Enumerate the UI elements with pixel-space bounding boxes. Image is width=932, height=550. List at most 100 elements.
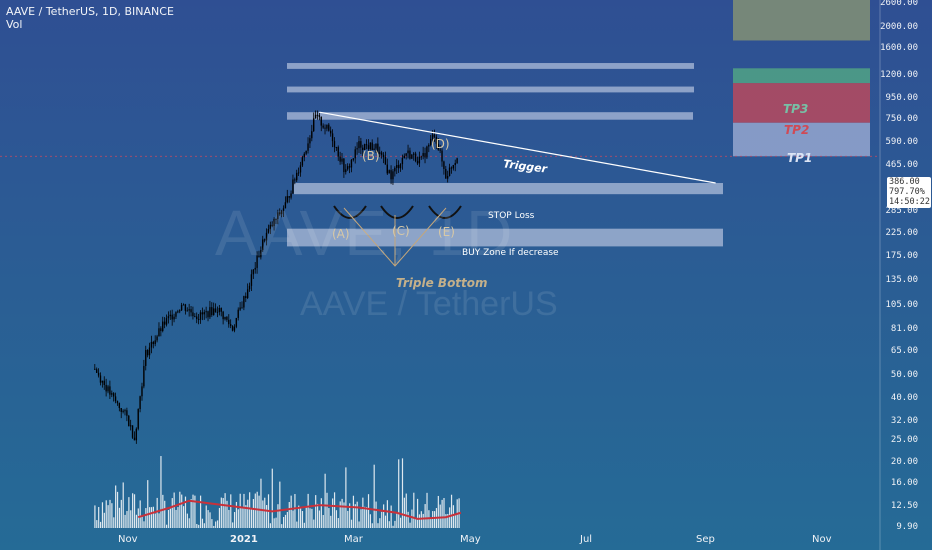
volume-bar — [303, 522, 305, 528]
candle-body — [388, 170, 390, 174]
candle-body — [222, 311, 224, 320]
bottom-arc — [380, 205, 414, 219]
volume-bar — [118, 507, 121, 528]
candle-body — [311, 131, 313, 139]
watermark-pair: AAVE / TetherUS — [300, 285, 558, 323]
price-tick: 25.00 — [890, 435, 918, 445]
candle-body — [339, 156, 341, 162]
volume-bar — [173, 492, 175, 528]
candle-body — [401, 158, 404, 165]
volume-bar — [432, 511, 434, 528]
volume-bar — [400, 517, 402, 528]
candle-body — [182, 304, 185, 306]
candle-body — [214, 308, 217, 312]
volume-bar — [247, 499, 249, 528]
candle-body — [152, 341, 155, 345]
candle-body — [252, 269, 255, 275]
volume-bar — [394, 520, 396, 528]
candle-body — [126, 410, 128, 416]
volume-bar — [152, 506, 155, 528]
volume-bar — [452, 505, 455, 528]
volume-bar — [369, 514, 372, 528]
candle-body — [456, 158, 458, 163]
volume-bar — [126, 511, 128, 528]
candle-body — [416, 160, 419, 164]
candle-body — [239, 307, 241, 310]
volume-bar — [243, 493, 245, 528]
time-tick: Jul — [580, 534, 593, 545]
volume-bar — [192, 494, 194, 528]
volume-bar — [309, 508, 311, 528]
candle-body — [97, 372, 100, 376]
candle-body — [445, 168, 447, 179]
volume-bar — [283, 516, 285, 528]
candle-body — [435, 136, 438, 144]
candle-body — [116, 401, 119, 404]
volume-bar — [194, 495, 196, 528]
candle-body — [301, 157, 304, 166]
volume-bar — [199, 495, 202, 528]
price-tick: 950.00 — [885, 93, 918, 103]
volume-bar — [318, 510, 321, 528]
price-tick: 135.00 — [885, 275, 918, 285]
volume-bar — [184, 496, 187, 528]
volume-bar — [332, 498, 334, 528]
volume-bar — [105, 500, 107, 528]
bottom-arc — [333, 205, 367, 219]
price-tick: 40.00 — [890, 393, 918, 403]
candle-body — [94, 368, 96, 370]
candle-body — [284, 202, 287, 209]
candle-body — [205, 311, 207, 313]
volume-bar — [375, 501, 377, 528]
volume-label: Vol — [6, 18, 23, 31]
triple-bottom-label: Triple Bottom — [396, 276, 488, 290]
volume-bar — [145, 508, 147, 528]
volume-bar — [439, 504, 441, 528]
point-c-label: (C) — [392, 224, 410, 238]
volume-bar — [411, 509, 413, 528]
candle-body — [188, 309, 190, 311]
price-tick: 81.00 — [890, 324, 918, 334]
volume-bar — [298, 505, 300, 528]
volume-bar — [292, 510, 294, 528]
candle-body — [437, 143, 439, 150]
candle-body — [124, 410, 126, 412]
volume-bar — [409, 522, 411, 528]
candle-body — [394, 167, 396, 172]
volume-bar — [347, 510, 349, 528]
candle-body — [382, 154, 385, 158]
volume-bar — [281, 524, 283, 528]
candle-body — [375, 143, 377, 149]
candle-body — [288, 196, 290, 198]
volume-bar — [241, 507, 243, 528]
volume-bar — [407, 511, 409, 528]
volume-bar — [360, 509, 362, 528]
volume-bar — [415, 518, 417, 528]
volume-bar — [130, 510, 132, 528]
volume-bar — [383, 504, 385, 528]
volume-bar — [233, 512, 236, 528]
volume-bar — [220, 497, 222, 528]
price-tick: 20.00 — [890, 457, 918, 467]
zone-box — [287, 112, 693, 120]
volume-bar — [324, 473, 326, 528]
candle-body — [173, 316, 175, 320]
candle-body — [275, 218, 277, 220]
candle-body — [133, 437, 136, 441]
volume-bar — [135, 514, 138, 528]
volume-bar — [198, 524, 200, 528]
candle-body — [356, 148, 358, 150]
candle-body — [163, 321, 166, 325]
candle-body — [243, 296, 245, 308]
candle-body — [145, 350, 147, 366]
candle-body — [277, 212, 279, 219]
volume-bar — [162, 494, 164, 528]
volume-bar — [377, 523, 379, 528]
candle-body — [343, 158, 345, 173]
candle-body — [150, 341, 153, 348]
target-box — [733, 83, 870, 123]
candle-body — [165, 318, 168, 325]
candle-body — [324, 127, 326, 129]
